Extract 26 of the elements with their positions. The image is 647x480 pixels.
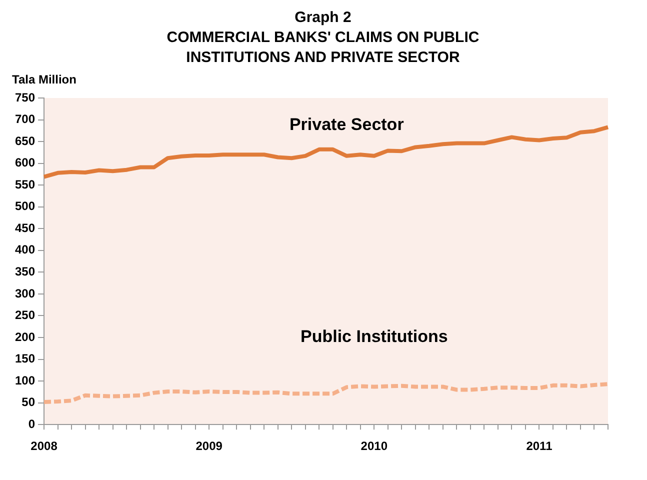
y-tick-label: 550: [14, 177, 36, 192]
text: Public Institutions: [300, 326, 448, 346]
chart-title: Graph 2: [294, 8, 352, 28]
x-tick-label: 2010: [360, 439, 388, 454]
line-series: [42, 382, 610, 404]
y-tick-label: 350: [14, 264, 36, 278]
y-tick-label: 0: [28, 416, 36, 431]
x-tick-label: 2011: [526, 439, 553, 454]
y-tick-label: 100: [14, 373, 36, 388]
x-tick-label: 2009: [196, 439, 223, 454]
chart-subtitle: COMMERCIAL BANKS' CLAIMS ON PUBLIC INSTITUTIONS AND PRIVATE SECTOR: [166, 28, 480, 68]
x-tick-label: 2008: [30, 439, 58, 454]
y-tick-label: 750: [14, 90, 36, 104]
y-tick-label: 300: [14, 286, 36, 300]
y-tick-label: 400: [14, 242, 36, 257]
y-axis-title: Tala Million: [12, 72, 76, 86]
y-tick-label: 200: [14, 330, 36, 344]
y-tick-label: 650: [14, 134, 36, 148]
y-tick-label: 250: [14, 308, 36, 322]
y-tick-label: 500: [14, 199, 36, 214]
y-tick-label: 600: [14, 156, 36, 170]
y-tick-label: 450: [14, 220, 36, 235]
y-tick-label: 700: [14, 112, 36, 126]
series-label: Private Sector: [289, 115, 404, 134]
y-tick-label: 50: [22, 395, 36, 410]
y-tick-label: 150: [14, 352, 36, 366]
